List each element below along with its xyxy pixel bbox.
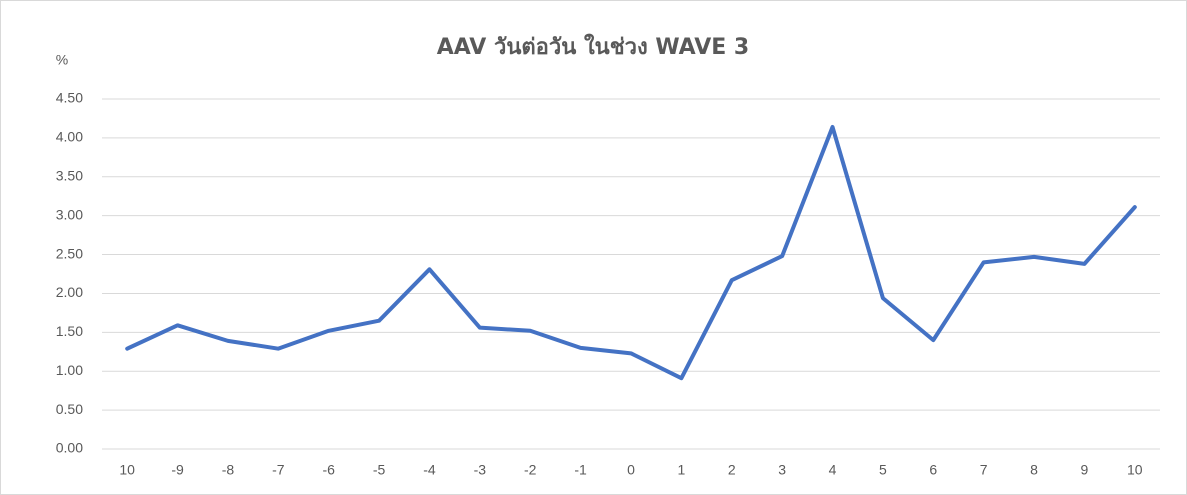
x-tick-label: -8 xyxy=(222,462,235,478)
y-tick-label: 2.00 xyxy=(56,284,83,300)
x-tick-label: 3 xyxy=(778,462,786,478)
y-tick-label: 1.50 xyxy=(56,323,83,339)
x-tick-label: 10 xyxy=(1127,462,1143,478)
x-tick-label: 10 xyxy=(119,462,135,478)
x-tick-label: 0 xyxy=(627,462,635,478)
x-tick-label: 8 xyxy=(1030,462,1038,478)
y-tick-label: 4.00 xyxy=(56,129,83,145)
y-tick-label: 4.50 xyxy=(56,90,83,106)
y-tick-label: 0.00 xyxy=(56,440,83,456)
y-tick-label: 0.50 xyxy=(56,401,83,417)
x-tick-label: -4 xyxy=(423,462,436,478)
x-tick-label: -3 xyxy=(474,462,487,478)
x-tick-label: 4 xyxy=(829,462,837,478)
y-tick-label: 3.00 xyxy=(56,206,83,222)
chart-title: AAV วันต่อวัน ในช่วง WAVE 3 xyxy=(437,33,750,60)
y-tick-label: 2.50 xyxy=(56,245,83,261)
y-tick-label: 1.00 xyxy=(56,362,83,378)
x-tick-label: -5 xyxy=(373,462,386,478)
x-tick-label: 1 xyxy=(677,462,685,478)
x-tick-label: 5 xyxy=(879,462,887,478)
x-tick-label: 6 xyxy=(929,462,937,478)
x-tick-label: -1 xyxy=(574,462,587,478)
data-line xyxy=(125,125,1137,381)
x-tick-label: -2 xyxy=(524,462,537,478)
y-axis-label: % xyxy=(56,52,68,68)
x-tick-label: 9 xyxy=(1081,462,1089,478)
x-tick-label: 7 xyxy=(980,462,988,478)
x-tick-label: -9 xyxy=(171,462,184,478)
y-tick-label: 3.50 xyxy=(56,167,83,183)
x-tick-label: 2 xyxy=(728,462,736,478)
x-tick-label: -6 xyxy=(322,462,335,478)
x-tick-label: -7 xyxy=(272,462,285,478)
